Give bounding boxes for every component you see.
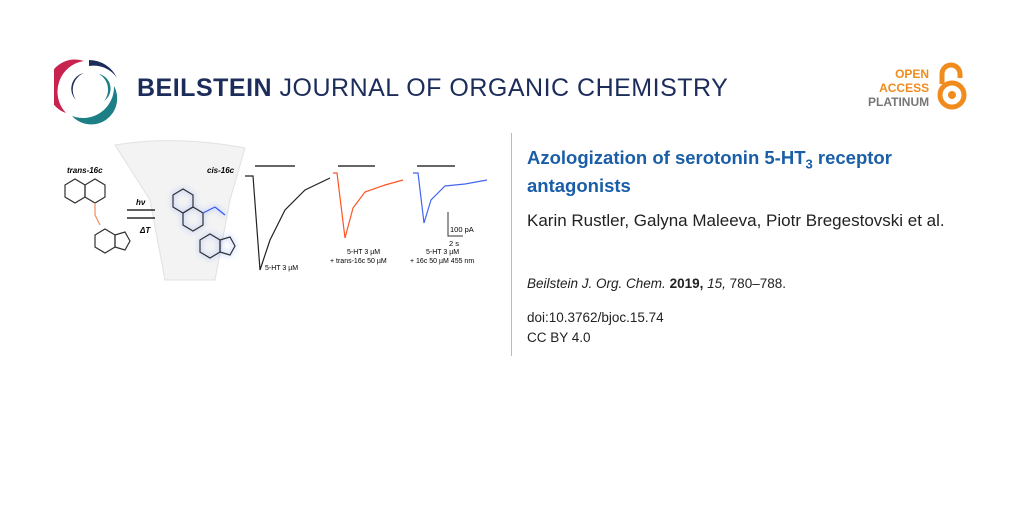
hv-label: hν <box>136 198 146 207</box>
cis-label: cis-16c <box>207 166 235 175</box>
trace2-label-2: + trans-16c 50 µM <box>330 258 387 265</box>
open-access-badge: OPEN ACCESS PLATINUM <box>868 67 930 109</box>
beilstein-logo <box>54 59 118 125</box>
delta-t-label: ΔT <box>139 226 151 235</box>
trace-cis <box>413 172 488 224</box>
trace1-label: 5-HT 3 µM <box>265 265 298 272</box>
trace-trans <box>333 172 404 239</box>
open-access-lock-icon <box>937 62 967 110</box>
license: CC BY 4.0 <box>527 330 591 345</box>
scale-bar <box>447 212 463 237</box>
doi[interactable]: doi:10.3762/bjoc.15.74 <box>527 310 664 325</box>
trans-label: trans-16c <box>67 166 103 175</box>
graphical-abstract: trans-16c cis-16c hν ΔT 5-HT 3 µM 5-HT 3… <box>64 140 488 281</box>
scale-current: 100 pA <box>450 225 474 234</box>
journal-name: BEILSTEIN JOURNAL OF ORGANIC CHEMISTRY <box>137 74 729 102</box>
citation: Beilstein J. Org. Chem. 2019, 15, 780–78… <box>527 276 786 291</box>
article-title[interactable]: Azologization of serotonin 5-HT3 recepto… <box>527 147 892 196</box>
receptor-structure <box>114 140 246 281</box>
trans-molecule <box>64 178 131 254</box>
trace3-label-2: + 16c 50 µM 455 nm <box>410 258 474 265</box>
divider <box>511 133 512 356</box>
cis-molecule <box>172 188 236 259</box>
scale-time: 2 s <box>449 239 459 248</box>
trace3-label-1: 5-HT 3 µM <box>426 249 459 256</box>
article-authors: Karin Rustler, Galyna Maleeva, Piotr Bre… <box>527 211 945 230</box>
trace-control <box>245 175 331 271</box>
trace2-label-1: 5-HT 3 µM <box>347 249 380 256</box>
